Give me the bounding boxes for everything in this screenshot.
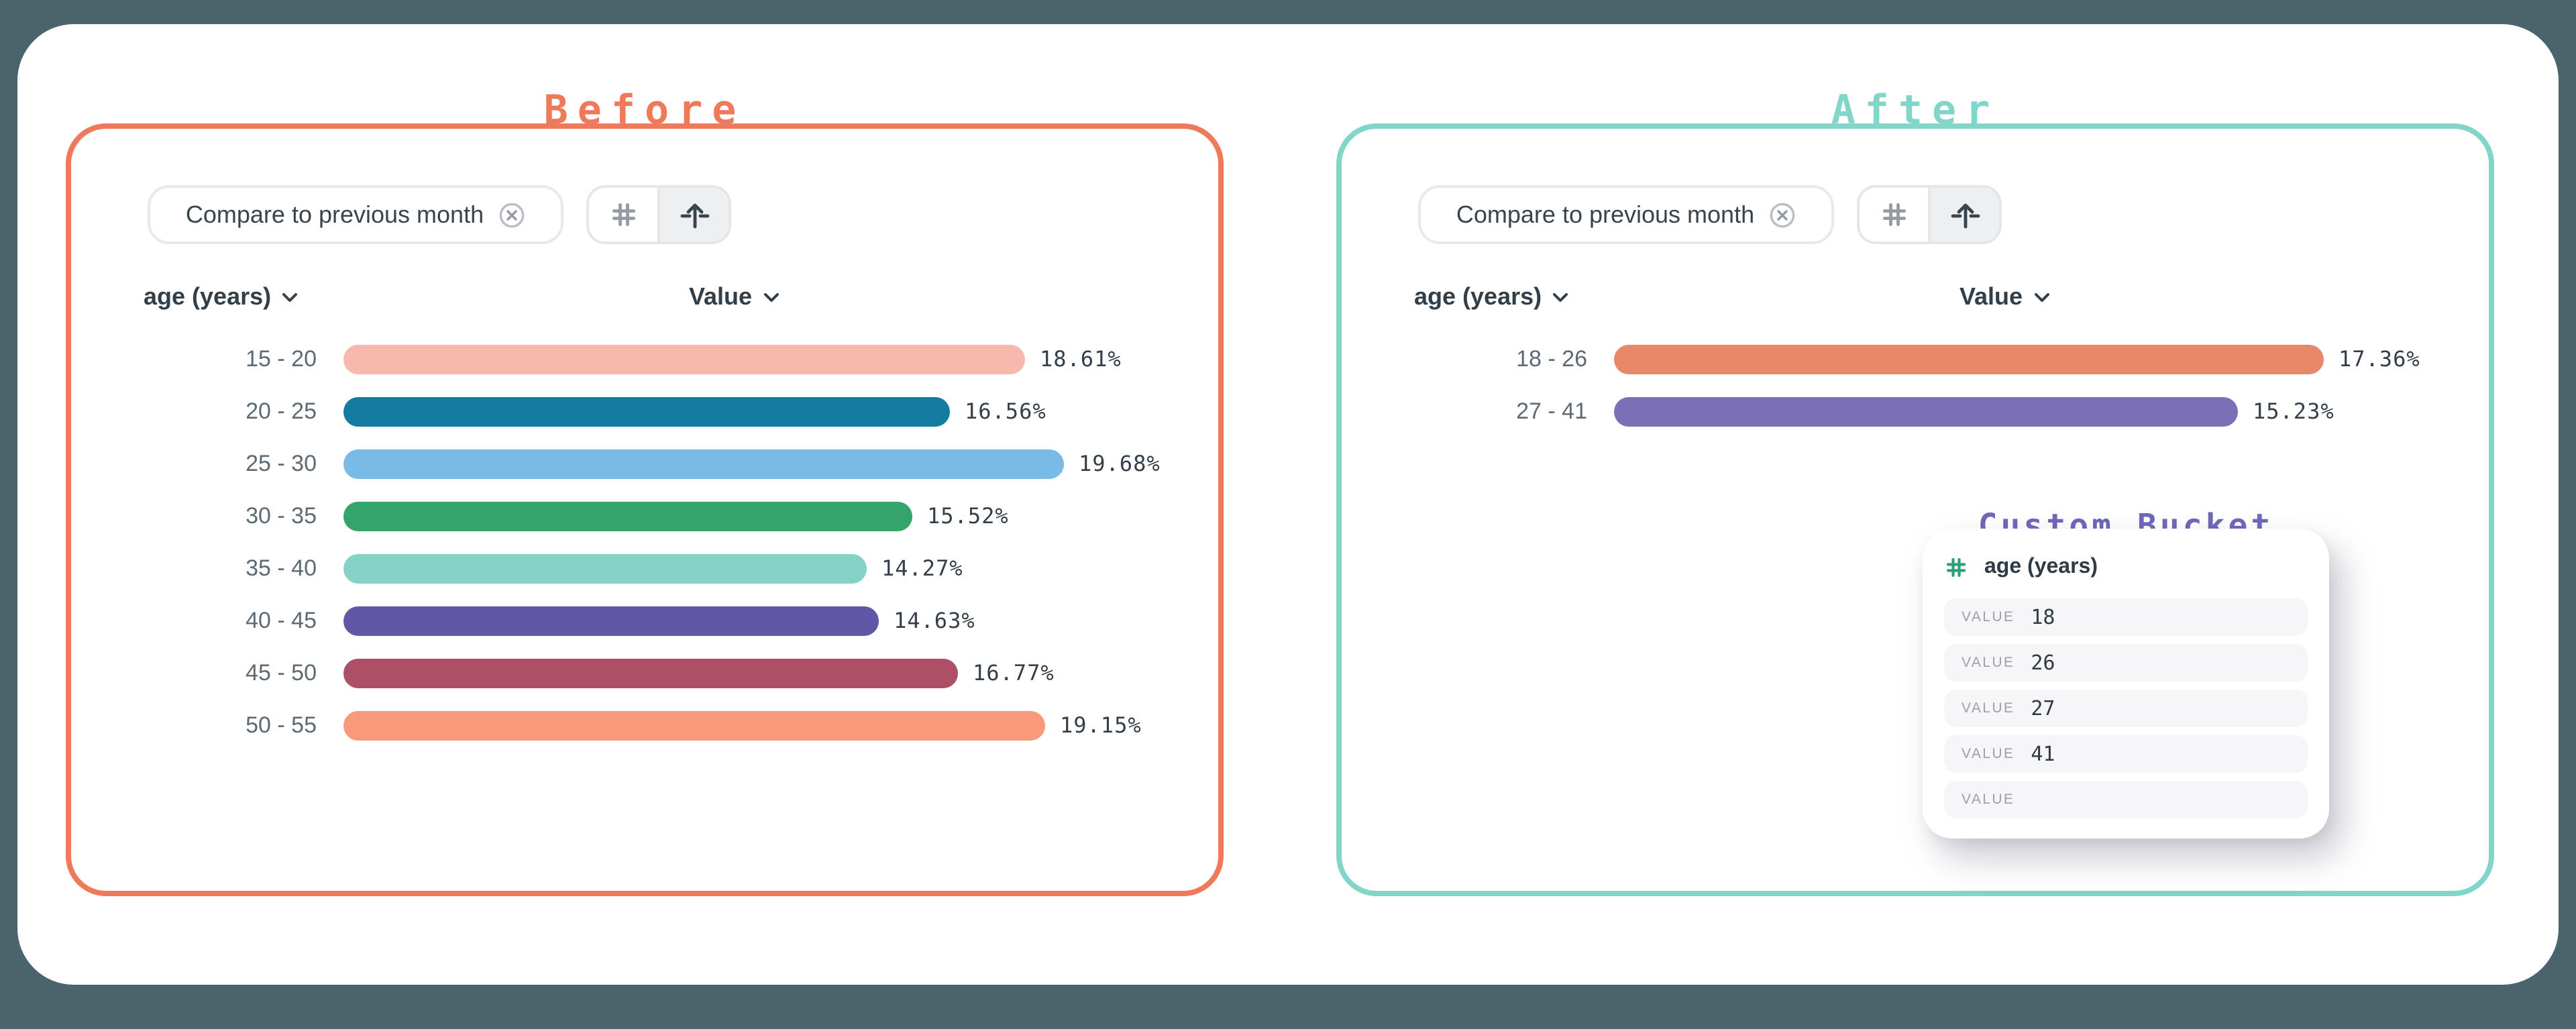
chart-row: 50 - 55 19.15% [91,699,1198,751]
value-label: 18.61% [1040,346,1122,372]
x-circle-icon[interactable] [497,201,525,229]
chart-row: 18 - 26 17.36% [1362,333,2469,385]
value-bar [1614,344,2324,374]
chart-row: 25 - 30 19.68% [91,437,1198,490]
dimension-column-header[interactable]: age (years) [1414,283,1568,311]
bucket-value-prefix: VALUE [1962,655,2015,671]
before-bar-chart: 15 - 20 18.61% 20 - 25 16.56% 25 - 30 19.68% 3… [91,333,1198,751]
bucket-value-text: 18 [2031,605,2055,629]
value-column-header[interactable]: Value [573,283,895,311]
category-label: 20 - 25 [246,398,317,423]
bucket-value-input[interactable]: VALUE 26 [1944,644,2308,682]
value-label: 14.27% [881,555,963,581]
value-label: 19.68% [1079,451,1161,476]
value-label: 14.63% [894,608,975,633]
category-label: 30 - 35 [246,502,317,528]
chart-row: 20 - 25 16.56% [91,385,1198,437]
chart-row: 30 - 35 15.52% [91,490,1198,542]
bucket-mode-toggle [586,185,731,244]
after-bar-chart: 18 - 26 17.36% 27 - 41 15.23% [1362,333,2469,437]
bucket-value-input[interactable]: VALUE [1944,781,2308,818]
numeric-bins-toggle[interactable] [589,188,657,241]
category-label: 25 - 30 [246,450,317,476]
value-label: 15.23% [2253,398,2334,424]
value-bar [343,553,867,583]
chart-row: 40 - 45 14.63% [91,594,1198,647]
custom-bucket-toggle[interactable] [1928,188,1999,241]
custom-bucket-field: age (years) [1944,549,2308,586]
category-label: 27 - 41 [1516,398,1587,423]
value-bar [343,344,1025,374]
filter-chip[interactable]: Compare to previous month [148,185,564,244]
chart-row: 35 - 40 14.27% [91,542,1198,594]
bucket-value-prefix: VALUE [1962,609,2015,625]
custom-bucket-card: age (years) VALUE 18 VALUE 26 VALUE 27 VALUE 41… [1923,529,2329,838]
chart-row: 27 - 41 15.23% [1362,385,2469,437]
custom-bucket-toggle[interactable] [657,188,729,241]
chevron-down-icon [1553,292,1568,301]
bucket-value-input[interactable]: VALUE 18 [1944,598,2308,636]
value-bar [343,396,950,426]
value-label: 16.56% [965,398,1046,424]
bucket-value-input[interactable]: VALUE 27 [1944,690,2308,727]
bucket-mode-toggle [1857,185,2002,244]
filter-chip[interactable]: Compare to previous month [1418,185,1834,244]
main-card: Before Compare to previous month [17,24,2559,985]
chart-row: 45 - 50 16.77% [91,647,1198,699]
value-label: 19.15% [1060,712,1142,738]
category-label: 40 - 45 [246,607,317,633]
chart-row: 15 - 20 18.61% [91,333,1198,385]
after-panel-box: Compare to previous month [1336,123,2494,896]
x-circle-icon[interactable] [1768,201,1796,229]
bucket-value-text: 26 [2031,651,2055,675]
custom-bucket-rows: VALUE 18 VALUE 26 VALUE 27 VALUE 41 VALUE [1944,598,2308,818]
value-bar [343,449,1064,478]
numeric-bins-toggle[interactable] [1860,188,1928,241]
chevron-down-icon [282,292,298,301]
value-label: 16.77% [973,660,1055,686]
chevron-down-icon [2034,292,2049,301]
filter-chip-label: Compare to previous month [185,201,484,227]
category-label: 18 - 26 [1516,345,1587,371]
bucket-value-prefix: VALUE [1962,746,2015,762]
value-bar [343,710,1045,740]
bucket-value-prefix: VALUE [1962,792,2015,808]
bucket-value-prefix: VALUE [1962,700,2015,716]
value-bar [343,658,958,688]
value-column-header[interactable]: Value [1843,283,2165,311]
arrow-up-from-line-icon [1950,203,1980,229]
arrow-up-from-line-icon [680,203,709,229]
hash-icon [1946,557,1966,578]
custom-bucket-field-label: age (years) [1984,555,2098,578]
bucket-value-text: 41 [2031,742,2055,766]
category-label: 15 - 20 [246,345,317,371]
category-label: 45 - 50 [246,659,317,685]
value-label: 15.52% [927,503,1009,529]
before-panel-box: Compare to previous month [66,123,1224,896]
category-label: 35 - 40 [246,555,317,580]
filter-chip-label: Compare to previous month [1456,201,1755,227]
value-bar [343,606,879,635]
bucket-value-text: 27 [2031,696,2055,720]
hash-icon [1882,203,1906,227]
bucket-value-input[interactable]: VALUE 41 [1944,735,2308,773]
category-label: 50 - 55 [246,712,317,737]
hash-icon [611,203,635,227]
value-bar [1614,396,2238,426]
value-label: 17.36% [2339,346,2420,372]
dimension-column-header[interactable]: age (years) [144,283,298,311]
chevron-down-icon [763,292,779,301]
value-bar [343,501,912,531]
